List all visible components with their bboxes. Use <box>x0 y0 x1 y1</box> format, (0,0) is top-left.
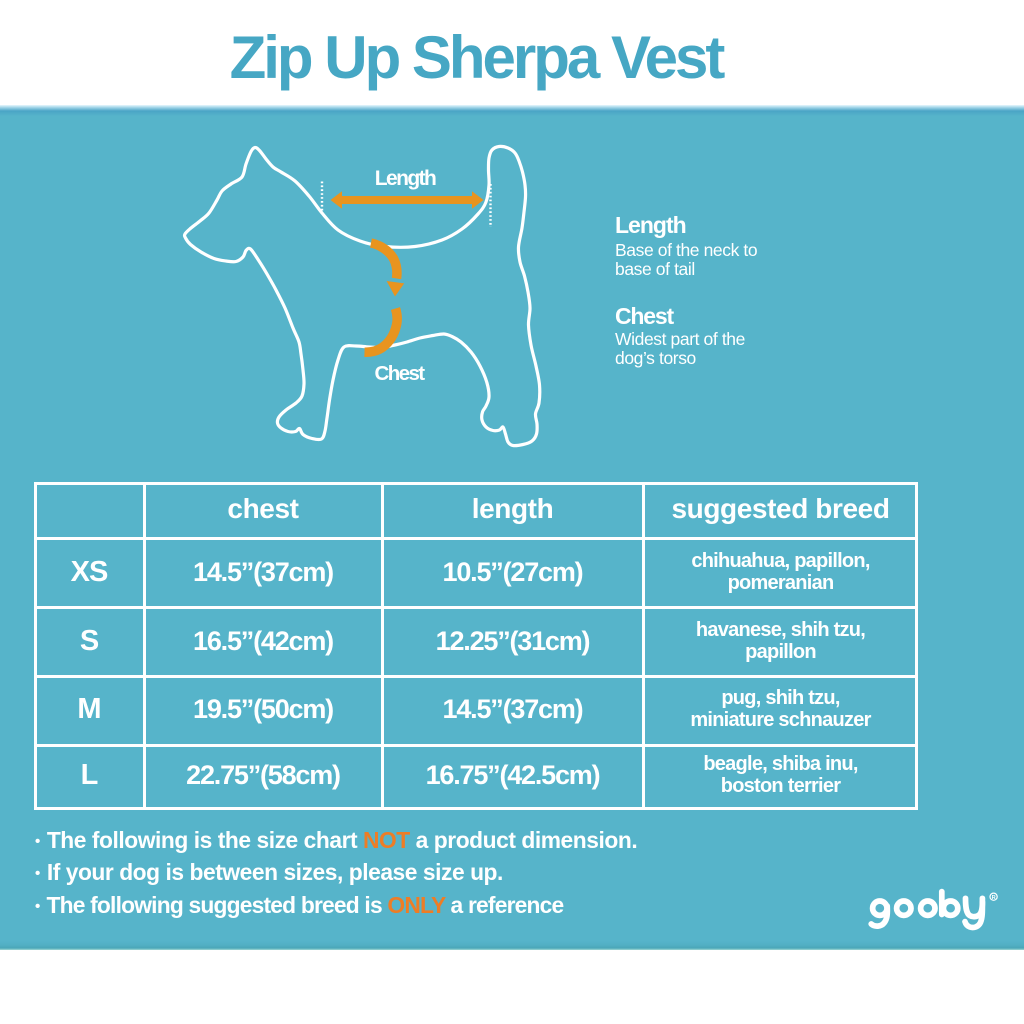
svg-text:R: R <box>992 895 996 901</box>
